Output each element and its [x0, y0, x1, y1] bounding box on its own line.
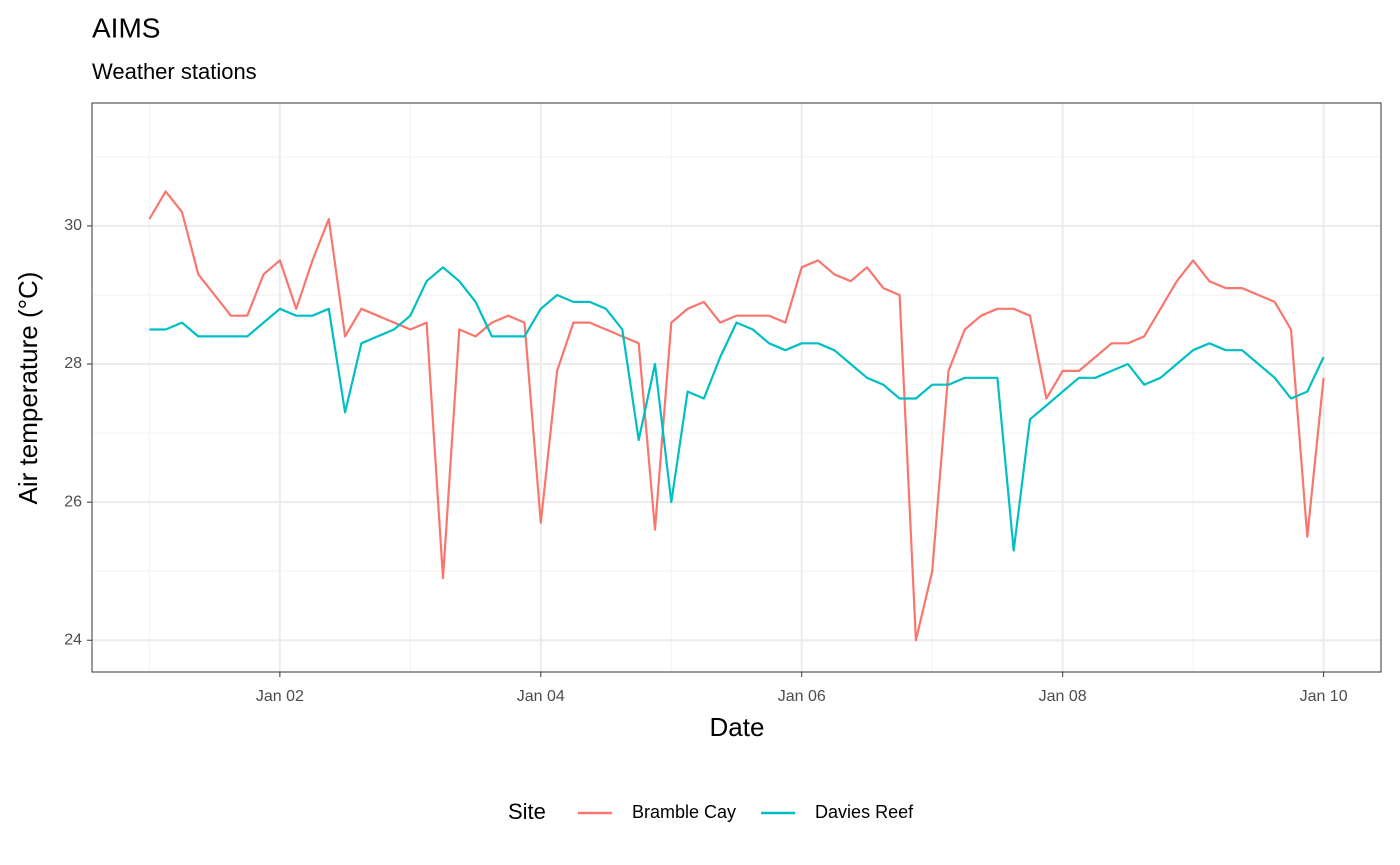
chart-title: AIMS	[92, 12, 160, 43]
legend: Site Bramble Cay Davies Reef	[508, 799, 914, 824]
legend-label: Bramble Cay	[632, 802, 736, 822]
series-line	[148, 190, 1325, 642]
x-tick-label: Jan 04	[517, 688, 565, 705]
y-tick-label: 30	[64, 217, 82, 234]
y-tick-label: 28	[64, 355, 82, 372]
y-axis-label: Air temperature (°C)	[13, 272, 43, 505]
series-line	[149, 266, 1325, 552]
x-tick-label: Jan 08	[1039, 688, 1087, 705]
x-tick-label: Jan 02	[256, 688, 304, 705]
legend-label: Davies Reef	[815, 802, 914, 822]
legend-title: Site	[508, 799, 546, 824]
x-axis-label: Date	[710, 712, 765, 742]
x-tick-label: Jan 10	[1300, 688, 1348, 705]
y-tick-label: 26	[64, 493, 82, 510]
x-tick-label: Jan 06	[778, 688, 826, 705]
plot-border	[91, 102, 1382, 673]
chart-subtitle: Weather stations	[92, 59, 257, 84]
y-tick-label: 24	[64, 631, 82, 648]
